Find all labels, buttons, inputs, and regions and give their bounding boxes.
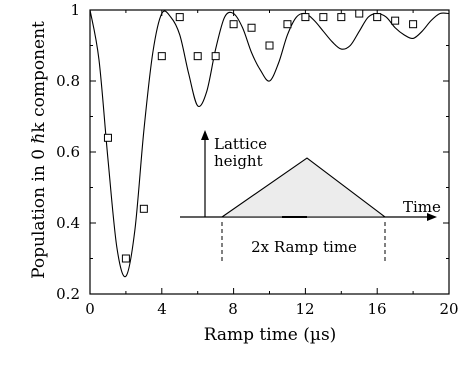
data-point — [211, 52, 220, 61]
inset-y-label-line2: height — [214, 152, 263, 170]
data-point — [175, 13, 184, 22]
y-axis-title: Population in 0 ℏk component — [29, 21, 49, 279]
data-point — [355, 9, 364, 18]
y-tick-label: 1 — [70, 1, 80, 19]
data-point — [319, 13, 328, 22]
x-tick-label: 12 — [295, 300, 314, 318]
data-point — [409, 20, 418, 29]
inset-x-label: Time — [403, 198, 441, 216]
inset-y-arrowhead — [201, 130, 209, 140]
data-point — [103, 133, 112, 142]
inset-ramp-schematic: Lattice height Time 2x Ramp time — [180, 130, 441, 264]
data-point — [283, 20, 292, 29]
x-tick-label: 4 — [157, 300, 167, 318]
data-point — [373, 13, 382, 22]
x-tick-label: 20 — [439, 300, 458, 318]
inset-y-label-line1: Lattice — [214, 135, 267, 153]
inset-span-label: 2x Ramp time — [251, 238, 357, 256]
data-point — [391, 16, 400, 25]
data-point — [265, 41, 274, 50]
y-tick-labels: 0.2 0.4 0.6 0.8 1 — [56, 1, 80, 303]
y-tick-label: 0.2 — [56, 285, 80, 303]
y-tick-label: 0.8 — [56, 72, 80, 90]
data-point — [247, 23, 256, 32]
x-tick-label: 0 — [85, 300, 95, 318]
data-point — [157, 52, 166, 61]
data-point — [139, 204, 148, 213]
x-tick-label: 8 — [228, 300, 238, 318]
data-point — [193, 52, 202, 61]
data-point — [337, 13, 346, 22]
data-point — [121, 254, 130, 263]
measured-points — [103, 9, 418, 263]
y-tick-label: 0.4 — [56, 214, 80, 232]
inset-x-arrowhead — [427, 213, 437, 221]
data-point — [301, 13, 310, 22]
x-axis-title: Ramp time (µs) — [204, 325, 337, 345]
data-point — [229, 20, 238, 29]
y-tick-label: 0.6 — [56, 143, 80, 161]
theory-curve — [89, 9, 450, 278]
x-tick-label: 16 — [367, 300, 386, 318]
x-tick-labels: 0 4 8 12 16 20 — [85, 300, 458, 318]
